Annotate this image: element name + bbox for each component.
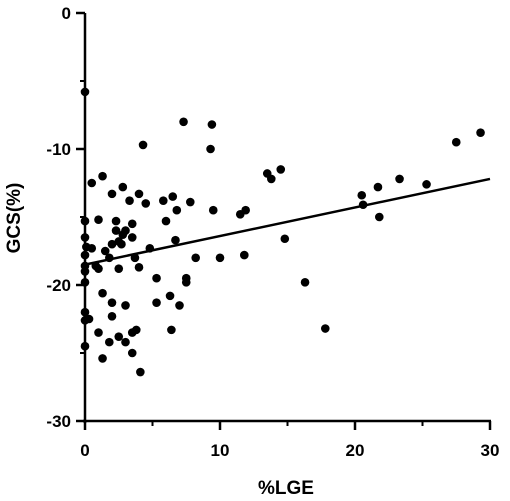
- data-point: [127, 233, 137, 242]
- y-tick-label: 0: [62, 4, 71, 23]
- data-point: [165, 291, 175, 301]
- data-point: [136, 367, 145, 377]
- data-point: [98, 171, 107, 181]
- data-point: [395, 174, 404, 184]
- data-point: [422, 180, 431, 189]
- data-point: [80, 216, 90, 226]
- data-point: [167, 325, 176, 335]
- data-point: [134, 189, 144, 199]
- data-point: [181, 273, 191, 283]
- data-point: [114, 332, 124, 341]
- data-point: [159, 196, 168, 205]
- data-point: [186, 197, 195, 207]
- data-point: [152, 273, 161, 283]
- data-point: [321, 324, 330, 333]
- data-point: [117, 239, 126, 249]
- data-point: [118, 182, 128, 192]
- y-tick-label: -10: [46, 140, 71, 159]
- data-point: [107, 311, 117, 321]
- data-point: [94, 264, 103, 273]
- data-point: [208, 205, 218, 215]
- y-tick-label: -30: [46, 412, 71, 431]
- data-point: [121, 301, 130, 310]
- data-point: [100, 246, 110, 256]
- data-point: [80, 307, 90, 317]
- x-tick-label: 10: [211, 441, 230, 460]
- data-point: [80, 341, 90, 351]
- x-tick-label: 20: [346, 441, 365, 460]
- data-point: [276, 165, 286, 174]
- data-point: [134, 263, 144, 272]
- data-point: [98, 354, 107, 363]
- data-point: [168, 192, 178, 201]
- data-point: [84, 314, 94, 324]
- data-point: [152, 298, 161, 307]
- data-point: [87, 178, 97, 188]
- tick-labels: 0 -10 -20 -30 0 10 20 30: [46, 4, 499, 460]
- data-point: [98, 288, 107, 298]
- data-point: [138, 140, 148, 150]
- data-point: [476, 128, 485, 137]
- x-tick-label: 30: [481, 441, 500, 460]
- data-point: [111, 216, 121, 226]
- data-point: [80, 250, 90, 260]
- data-point: [125, 196, 134, 205]
- data-point: [132, 325, 141, 335]
- data-point: [105, 337, 114, 347]
- data-point: [111, 226, 121, 235]
- data-points: [80, 87, 485, 377]
- y-tick-label: -20: [46, 276, 71, 295]
- data-point: [121, 337, 130, 347]
- data-point: [80, 267, 90, 276]
- data-point: [171, 235, 180, 245]
- data-point: [172, 205, 182, 215]
- x-axis-title: %LGE: [258, 478, 314, 499]
- data-point: [80, 233, 90, 242]
- data-point: [191, 253, 200, 263]
- data-point: [240, 250, 249, 260]
- data-point: [280, 234, 290, 244]
- data-point: [373, 182, 383, 192]
- data-point: [300, 277, 310, 287]
- data-point: [161, 216, 171, 226]
- data-point: [241, 205, 250, 215]
- data-point: [207, 120, 217, 129]
- data-point: [127, 348, 137, 358]
- data-point: [375, 212, 384, 222]
- data-point: [94, 328, 103, 337]
- data-point: [94, 215, 103, 225]
- data-point: [179, 117, 188, 127]
- data-point: [107, 298, 117, 307]
- data-point: [215, 253, 225, 263]
- data-point: [80, 87, 90, 97]
- data-point: [267, 174, 276, 184]
- data-point: [357, 190, 367, 200]
- data-point: [121, 226, 130, 235]
- data-point: [107, 189, 117, 199]
- data-point: [451, 137, 461, 147]
- data-point: [107, 239, 117, 249]
- data-point: [206, 144, 215, 154]
- data-point: [127, 219, 137, 229]
- regression-line: [84, 177, 491, 266]
- data-point: [87, 243, 97, 253]
- data-point: [141, 199, 151, 208]
- data-point: [114, 264, 124, 273]
- y-axis-title: GCS(%): [4, 183, 25, 254]
- data-point: [80, 277, 90, 287]
- data-point: [175, 301, 184, 310]
- x-tick-label: 0: [80, 441, 89, 460]
